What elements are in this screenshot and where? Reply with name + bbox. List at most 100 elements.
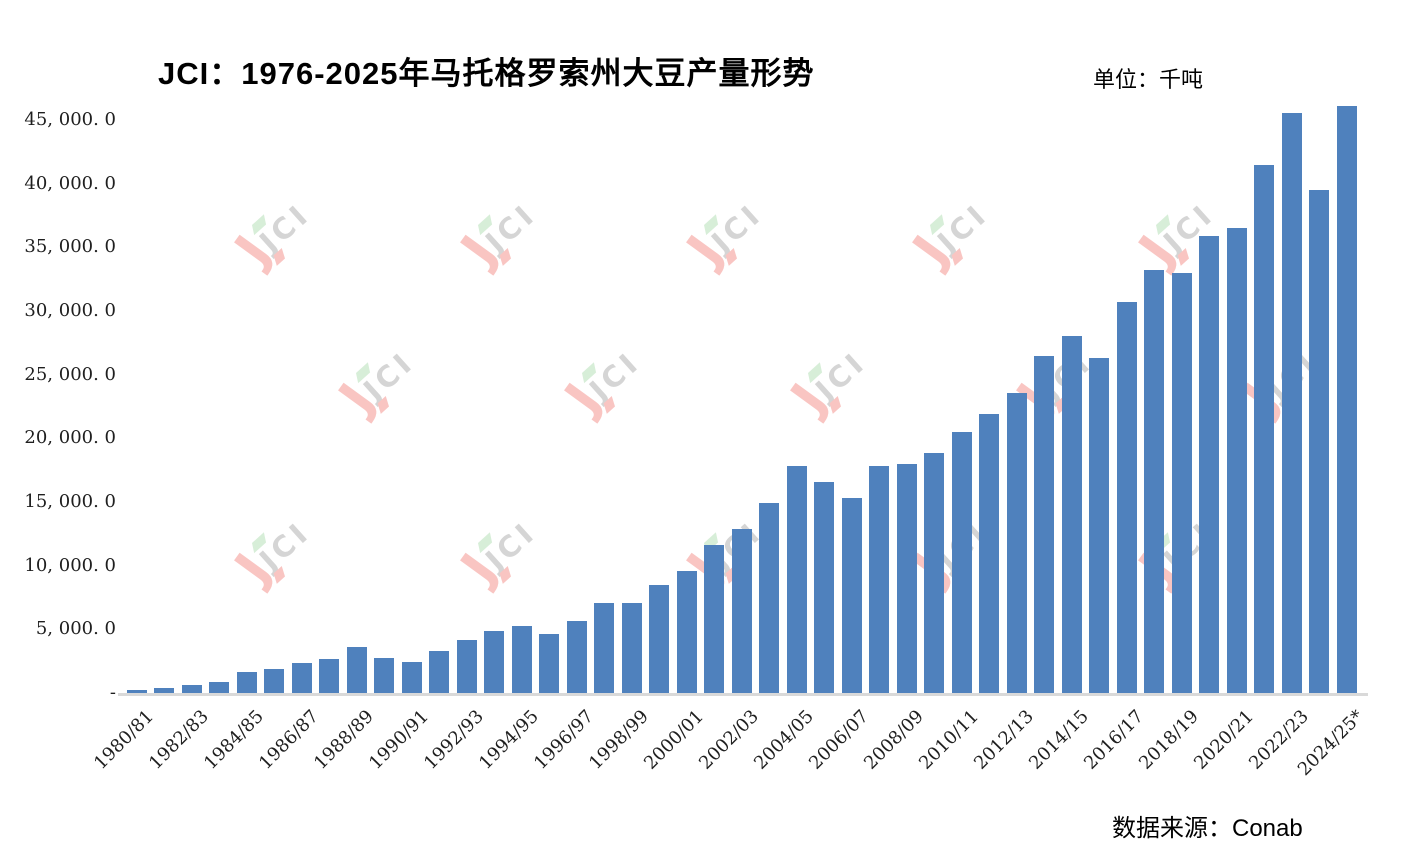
bar-1984/85 <box>236 672 257 693</box>
jci-logo-hook-icon: J <box>223 225 282 275</box>
jci-logo-hook-icon: J <box>449 543 508 593</box>
jci-logo-leaf-icon <box>477 532 492 554</box>
y-tick-label: 35, 000. 0 <box>24 236 116 258</box>
bar-2018/19 <box>1171 273 1192 693</box>
unit-label: 单位：千吨 <box>1093 67 1204 92</box>
jci-logo-leaf-icon <box>355 362 370 384</box>
y-tick-label: - <box>109 682 116 703</box>
jci-logo-hook-icon: J <box>675 225 734 275</box>
jci-logo-wedge-icon <box>950 247 963 266</box>
jci-logo-wedge-icon <box>498 247 511 266</box>
bar-1983/84 <box>209 682 230 693</box>
jci-logo-leaf-icon <box>703 214 718 236</box>
bar-2020/21 <box>1226 228 1247 693</box>
bar-2006/07 <box>841 498 862 693</box>
bar-1996/97 <box>566 621 587 693</box>
jci-logo-hook-icon: J <box>553 373 612 423</box>
bar-1990/91 <box>401 662 422 693</box>
bar-2007/08 <box>869 466 890 693</box>
bar-1987/88 <box>319 659 340 693</box>
jci-logo-hook-icon: J <box>223 543 282 593</box>
jci-logo-wedge-icon <box>498 565 511 584</box>
jci-watermark-text: JCI <box>704 196 769 259</box>
bar-1994/95 <box>511 626 532 693</box>
jci-logo-leaf-icon <box>251 532 266 554</box>
bar-2009/10 <box>924 453 945 693</box>
y-tick-label: 40, 000. 0 <box>24 172 116 194</box>
jci-logo-wedge-icon <box>272 247 285 266</box>
bar-1988/89 <box>346 647 367 693</box>
bar-2021/22 <box>1254 165 1275 693</box>
bar-1980/81 <box>126 690 147 693</box>
bar-2008/09 <box>896 464 917 693</box>
y-tick-label: 15, 000. 0 <box>24 491 116 512</box>
y-tick-label: 20, 000. 0 <box>24 427 116 449</box>
y-tick-label: 45, 000. 0 <box>24 109 116 130</box>
jci-logo-wedge-icon <box>376 395 389 414</box>
y-tick-label: 10, 000. 0 <box>24 554 116 576</box>
jci-logo-hook-icon: J <box>327 373 386 423</box>
bar-1999/00 <box>649 585 670 693</box>
bar-1985/86 <box>264 669 285 693</box>
x-axis-line <box>118 693 1368 696</box>
jci-logo-hook-icon: J <box>449 225 508 275</box>
bar-2023/24 <box>1309 190 1330 693</box>
jci-logo-wedge-icon <box>828 395 841 414</box>
y-tick-label: 5, 000. 0 <box>35 618 116 640</box>
jci-logo-leaf-icon <box>929 214 944 236</box>
jci-logo-leaf-icon <box>251 214 266 236</box>
bar-2014/15 <box>1061 336 1082 693</box>
bar-2022/23 <box>1281 113 1302 693</box>
bar-1992/93 <box>456 640 477 693</box>
bar-2003/04 <box>759 503 780 693</box>
jci-watermark-text: JCI <box>478 196 543 259</box>
bar-2010/11 <box>951 432 972 693</box>
jci-watermark-text: JCI <box>930 196 995 259</box>
jci-watermark-text: JCI <box>252 514 317 577</box>
bar-2013/14 <box>1034 356 1055 693</box>
bar-1997/98 <box>594 603 615 693</box>
jci-logo-leaf-icon <box>1155 214 1170 236</box>
bar-2024/25* <box>1336 106 1357 693</box>
bar-1993/94 <box>484 631 505 693</box>
bar-2011/12 <box>979 414 1000 693</box>
jci-logo-leaf-icon <box>807 362 822 384</box>
bar-1991/92 <box>429 651 450 693</box>
bar-2002/03 <box>731 529 752 693</box>
jci-logo-hook-icon: J <box>901 225 960 275</box>
jci-logo-leaf-icon <box>581 362 596 384</box>
data-source-label: 数据来源：Conab <box>1112 815 1303 842</box>
bar-1981/82 <box>154 688 175 693</box>
bar-2012/13 <box>1006 393 1027 693</box>
jci-logo-wedge-icon <box>602 395 615 414</box>
bar-1998/99 <box>621 603 642 693</box>
jci-logo-leaf-icon <box>477 214 492 236</box>
jci-logo-wedge-icon <box>272 565 285 584</box>
bar-2015/16 <box>1089 358 1110 693</box>
jci-watermark-text: JCI <box>808 344 873 407</box>
bar-2004/05 <box>786 466 807 693</box>
y-tick-label: 25, 000. 0 <box>24 363 116 385</box>
bar-1995/96 <box>539 634 560 693</box>
jci-logo-wedge-icon <box>1176 247 1189 266</box>
bar-2019/20 <box>1199 236 1220 693</box>
bar-2001/02 <box>704 545 725 693</box>
jci-watermark-text: JCI <box>356 344 421 407</box>
jci-watermark-text: JCI <box>582 344 647 407</box>
jci-logo-hook-icon: J <box>1127 225 1186 275</box>
jci-logo-hook-icon: J <box>779 373 838 423</box>
bar-1989/90 <box>374 658 395 693</box>
bar-1982/83 <box>181 685 202 693</box>
bar-2005/06 <box>814 482 835 693</box>
jci-watermark-text: JCI <box>252 196 317 259</box>
bar-2017/18 <box>1144 270 1165 693</box>
